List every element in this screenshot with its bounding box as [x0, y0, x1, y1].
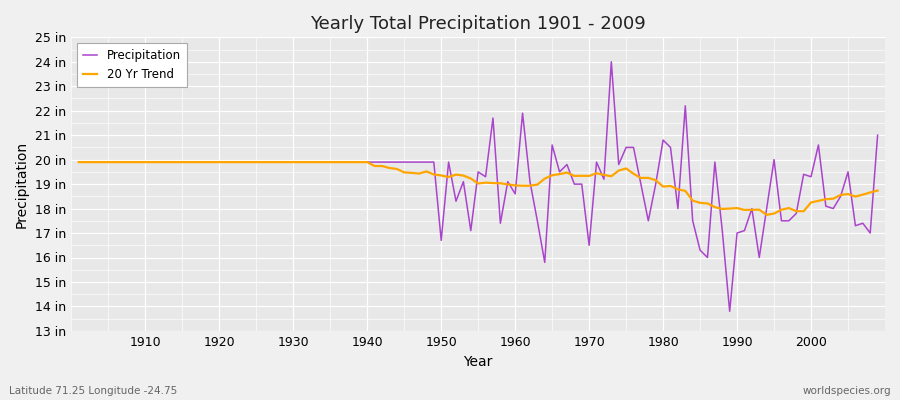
X-axis label: Year: Year [464, 355, 493, 369]
20 Yr Trend [302, 160, 313, 164]
Precipitation [132, 160, 143, 164]
20 Yr Trend [509, 183, 520, 188]
20 Yr Trend [518, 183, 528, 188]
20 Yr Trend [761, 212, 772, 217]
Line: 20 Yr Trend: 20 Yr Trend [79, 162, 878, 215]
Precipitation [74, 160, 85, 164]
Line: Precipitation: Precipitation [79, 62, 878, 311]
Legend: Precipitation, 20 Yr Trend: Precipitation, 20 Yr Trend [77, 43, 187, 87]
Y-axis label: Precipitation: Precipitation [15, 140, 29, 228]
Precipitation [339, 160, 350, 164]
20 Yr Trend [140, 160, 150, 164]
Text: Latitude 71.25 Longitude -24.75: Latitude 71.25 Longitude -24.75 [9, 386, 177, 396]
20 Yr Trend [81, 160, 92, 164]
Precipitation [872, 133, 883, 138]
Precipitation [724, 309, 735, 314]
Precipitation [598, 177, 609, 182]
20 Yr Trend [606, 174, 616, 179]
Precipitation [502, 179, 513, 184]
20 Yr Trend [347, 160, 358, 164]
Precipitation [606, 59, 616, 64]
20 Yr Trend [872, 188, 883, 193]
20 Yr Trend [74, 160, 85, 164]
Text: worldspecies.org: worldspecies.org [803, 386, 891, 396]
Title: Yearly Total Precipitation 1901 - 2009: Yearly Total Precipitation 1901 - 2009 [310, 15, 646, 33]
Precipitation [509, 192, 520, 196]
Precipitation [295, 160, 306, 164]
